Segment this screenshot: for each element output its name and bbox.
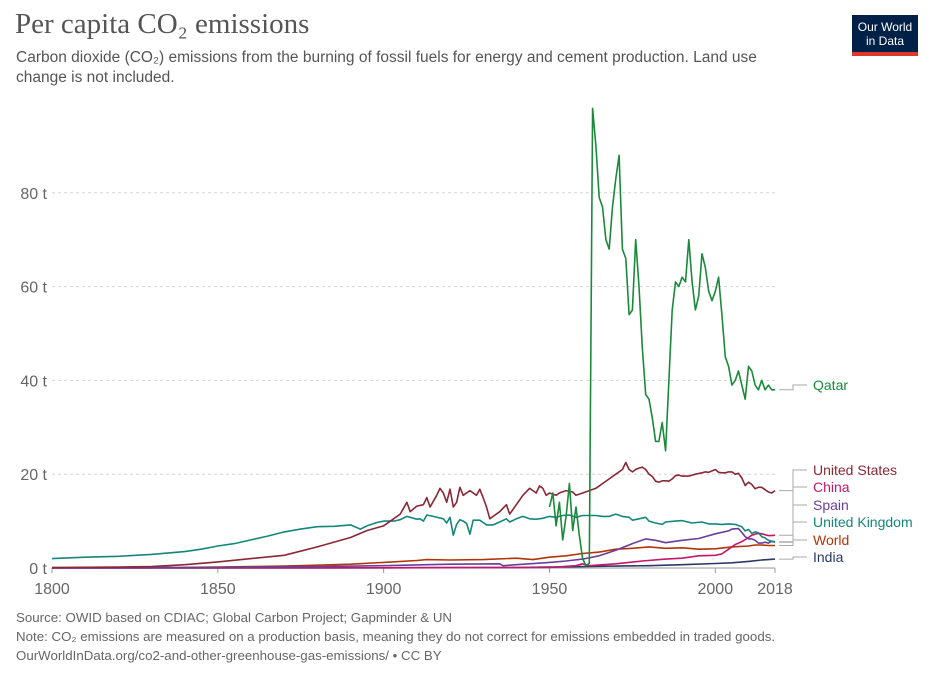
series-line-world (51, 544, 775, 569)
series-label-united-states: United States (813, 462, 897, 478)
label-connector (779, 384, 807, 391)
label-connector (779, 521, 807, 543)
chart-subtitle: Carbon dioxide (CO₂) emissions from the … (16, 48, 806, 88)
y-axis-tick-labels: 0 t 20 t 40 t 60 t 80 t (20, 186, 47, 578)
x-tick-label: 1950 (532, 581, 568, 598)
x-tick-label: 1900 (366, 581, 402, 598)
owid-logo[interactable]: Our World in Data (852, 15, 918, 56)
series-line-china (51, 532, 776, 569)
series-lines (51, 107, 776, 569)
series-label-india: India (813, 549, 844, 565)
chart-title: Per capita CO₂ emissions (15, 8, 310, 40)
x-tick-label: 2018 (757, 581, 793, 598)
source-url[interactable]: OurWorldInData.org/co2-and-other-greenho… (16, 648, 442, 663)
logo-accent-bar (852, 52, 918, 56)
label-connector (779, 556, 807, 560)
x-tick-label: 1850 (200, 581, 236, 598)
logo-line-1: Our World (857, 20, 913, 34)
series-label-china: China (813, 479, 850, 495)
series-line-united-kingdom (51, 513, 776, 560)
line-chart: 0 t 20 t 40 t 60 t 80 t 1800 1850 1900 1950 2000… (20, 107, 913, 598)
grid-lines (52, 192, 775, 475)
label-connector (779, 539, 807, 546)
series-line-qatar (548, 107, 775, 567)
methodology-note: Note: CO₂ emissions are measured on a pr… (16, 629, 776, 644)
y-tick-label: 80 t (20, 186, 47, 203)
y-tick-label: 20 t (20, 467, 47, 484)
series-label-world: World (813, 532, 849, 548)
x-tick-label: 1800 (34, 581, 70, 598)
series-line-united-states (51, 461, 776, 569)
y-tick-label: 40 t (20, 373, 47, 390)
series-line-spain (51, 527, 776, 569)
label-connector (779, 469, 807, 492)
x-tick-label: 2000 (698, 581, 734, 598)
logo-line-2: in Data (865, 33, 905, 48)
y-tick-label: 60 t (20, 280, 47, 297)
x-axis: 1800 1850 1900 1950 2000 2018 (34, 567, 793, 598)
chart-footer: Source: OWID based on CDIAC; Global Carb… (16, 608, 775, 665)
y-tick-label: 0 t (29, 561, 47, 578)
chart-subtitle-text: Carbon dioxide (CO₂) emissions from the … (16, 49, 757, 86)
series-label-spain: Spain (813, 497, 849, 513)
series-label-united-kingdom: United Kingdom (813, 514, 913, 530)
source-note: Source: OWID based on CDIAC; Global Carb… (16, 610, 453, 625)
series-label-qatar: Qatar (813, 377, 848, 393)
